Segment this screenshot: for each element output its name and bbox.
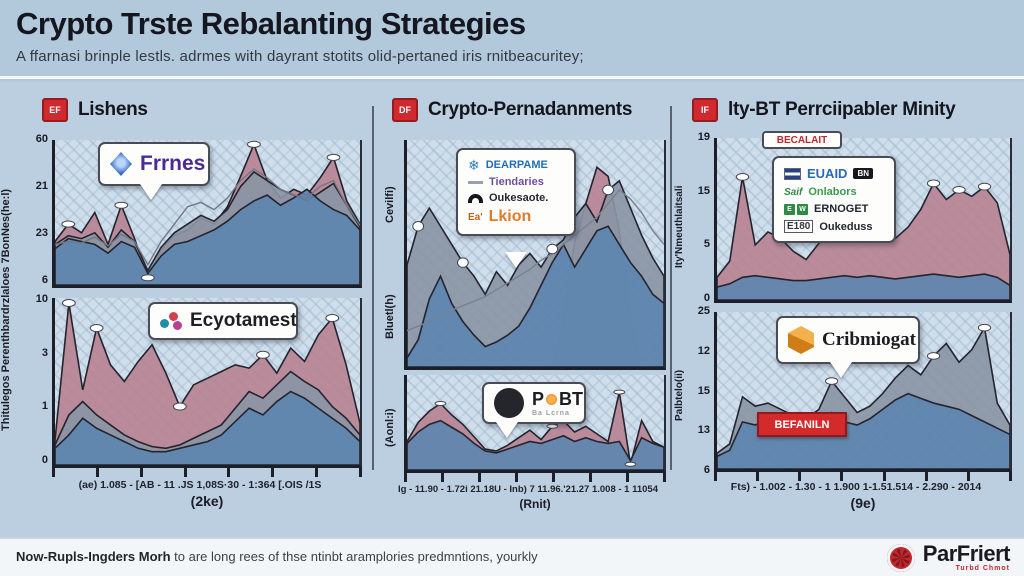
legend-label: Frrnes: [140, 152, 206, 175]
legend-dearpame: ❄ DEARPAME Tiendaries Oukesaote. Ea' Lki…: [456, 148, 576, 236]
legend-label: P BT: [532, 389, 584, 409]
red-tag-icon: DF: [392, 98, 418, 122]
x-axis-label: (Rnit): [519, 497, 551, 511]
x-axis-ticks: [52, 468, 362, 477]
x-tick-labels: Fts) - 1.002 - 1.30 - 1 1.900 1-1.51.514…: [730, 481, 982, 493]
legend-ecyotamest: Ecyotamest: [148, 302, 298, 340]
bubble-tail: [496, 422, 518, 449]
y-axis-ticks: 19 15 5 0: [697, 131, 710, 304]
legend-sublabel: Ba Lcrna: [532, 410, 570, 417]
bubble-tail: [140, 184, 162, 211]
header-rule: [0, 76, 1024, 79]
dash-icon: [468, 180, 483, 184]
spiral-logo-icon: [886, 543, 915, 572]
brand-subtitle: Turbd Chmot: [955, 565, 1010, 572]
red-tag-icon: EF: [42, 98, 68, 122]
footer: Now-Rupls-Ingders Morh to are long rees …: [0, 537, 1024, 576]
legend-label: Ecyotamest: [190, 310, 297, 331]
x-axis-label: (2ke): [190, 493, 224, 509]
legend-pbt: P BT Ba Lcrna: [482, 382, 586, 424]
bubble-tail: [505, 252, 527, 279]
flame-dot-icon: [546, 394, 558, 405]
black-circle-icon: [494, 388, 524, 418]
y-axis-label: Ity'Nmeuthlaitsali: [674, 185, 685, 269]
cluster-dots-icon: [160, 311, 182, 331]
x-axis-label: (9e): [850, 495, 876, 511]
footer-note: Now-Rupls-Ingders Morh to are long rees …: [16, 549, 538, 564]
befaniln-badge: BEFANILN: [757, 412, 847, 437]
orange-cube-icon: [788, 326, 814, 354]
legend-frnes: Frrnes: [98, 142, 210, 186]
y-axis-label: (Aonl:i): [384, 408, 396, 448]
snowflake-icon: ❄: [468, 157, 480, 173]
column-title: Crypto-Pernadanments: [428, 99, 633, 120]
diamond-icon: [110, 152, 132, 176]
header: Crypto Trste Rebalanting Strategies A ff…: [0, 0, 1024, 82]
y-axis-ticks: 60 21 23 6: [35, 133, 48, 286]
column-title: lty-BT Perrciipabler Minity: [728, 99, 956, 120]
column-divider: [670, 106, 672, 470]
legend-cribmiogat: Cribmiogat: [776, 316, 920, 364]
legend-row: Oukesaote.: [468, 192, 548, 204]
y-axis-ticks: 25 12 15 13 6: [697, 305, 710, 476]
y-axis-label: Bluetl(h): [384, 294, 396, 340]
legend-row: Ea' Lkion: [468, 208, 532, 225]
legend-label: Cribmiogat: [822, 329, 916, 350]
y-axis-label: Cevilfi): [384, 186, 396, 224]
legend-row: Tiendaries: [468, 176, 544, 188]
legend-row: E180 Oukeduss: [784, 220, 873, 233]
legend-row: Saif Onlabors: [784, 186, 857, 198]
x-tick-labels: Ig - 11.90 - 1.72i 21.18U - Inb) 7 11.96…: [398, 484, 658, 495]
brand-name: ParFriert: [922, 541, 1011, 566]
bubble-tail: [830, 362, 852, 389]
chart-pernadanments-top: [404, 140, 666, 370]
legend-tab: BECALAIT: [762, 131, 842, 149]
column-divider: [372, 106, 374, 470]
column-header-3: IF lty-BT Perrciipabler Minity: [692, 98, 956, 122]
arc-icon: [468, 193, 483, 203]
x-tick-labels: (ae) 1.085 - [AB - 11 .JS 1,08S·30 - 1:3…: [78, 479, 322, 491]
x-axis-ticks: [404, 473, 666, 482]
y-axis-label: Palbtelo(ii): [674, 369, 685, 421]
legend-row: EUAID BN: [784, 166, 874, 181]
column-title: Lishens: [78, 99, 148, 120]
badge: BN: [853, 168, 874, 179]
page-title: Crypto Trste Rebalanting Strategies: [16, 6, 526, 41]
y-axis-ticks: 10 3 1 0: [35, 293, 48, 466]
x-axis-ticks: [714, 472, 1012, 481]
brand: ParFriert Turbd Chmot: [886, 541, 1011, 572]
page-subtitle: A ffarnasi brinple lestls. adrmes with d…: [16, 48, 584, 65]
column-header-1: EF Lishens: [42, 98, 148, 122]
red-tag-icon: IF: [692, 98, 718, 122]
column-header-2: DF Crypto-Pernadanments: [392, 98, 632, 122]
legend-row: ❄ DEARPAME: [468, 157, 548, 173]
flag-icon: [784, 167, 801, 180]
